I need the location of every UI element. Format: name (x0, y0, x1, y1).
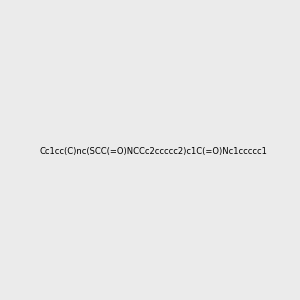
Text: Cc1cc(C)nc(SCC(=O)NCCc2ccccc2)c1C(=O)Nc1ccccc1: Cc1cc(C)nc(SCC(=O)NCCc2ccccc2)c1C(=O)Nc1… (40, 147, 268, 156)
